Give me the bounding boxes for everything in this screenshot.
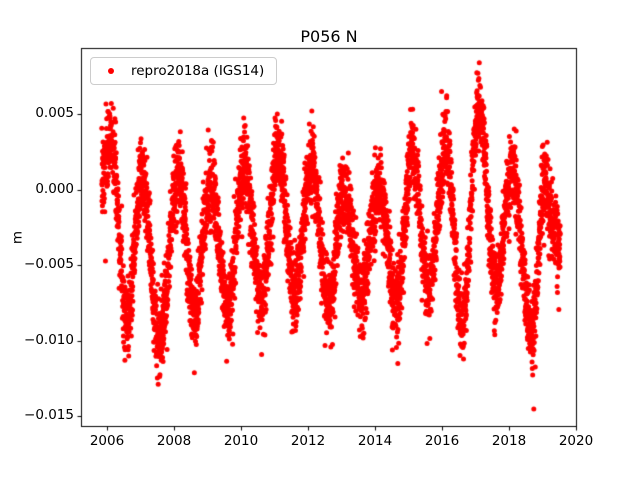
x-tick-label: 2020 bbox=[558, 433, 594, 449]
x-tick-label: 2008 bbox=[156, 433, 192, 449]
x-tick-label: 2014 bbox=[357, 433, 393, 449]
legend-handle bbox=[97, 68, 125, 74]
y-tick-label: −0.005 bbox=[24, 256, 74, 272]
x-tick-label: 2006 bbox=[89, 433, 125, 449]
legend-marker-icon bbox=[108, 68, 114, 74]
y-tick-label: 0.000 bbox=[35, 181, 74, 197]
legend-entry-label: repro2018a (IGS14) bbox=[131, 63, 265, 79]
x-tick-label: 2018 bbox=[491, 433, 527, 449]
y-tick-label: 0.005 bbox=[35, 105, 74, 121]
x-tick-label: 2010 bbox=[223, 433, 259, 449]
x-tick-label: 2012 bbox=[290, 433, 326, 449]
y-tick-label: −0.010 bbox=[24, 332, 74, 348]
chart-title: P056 N bbox=[300, 27, 358, 46]
y-tick-label: −0.015 bbox=[24, 407, 74, 423]
legend: repro2018a (IGS14) bbox=[90, 57, 278, 85]
y-axis-label: m bbox=[9, 230, 26, 245]
x-tick-label: 2016 bbox=[424, 433, 460, 449]
